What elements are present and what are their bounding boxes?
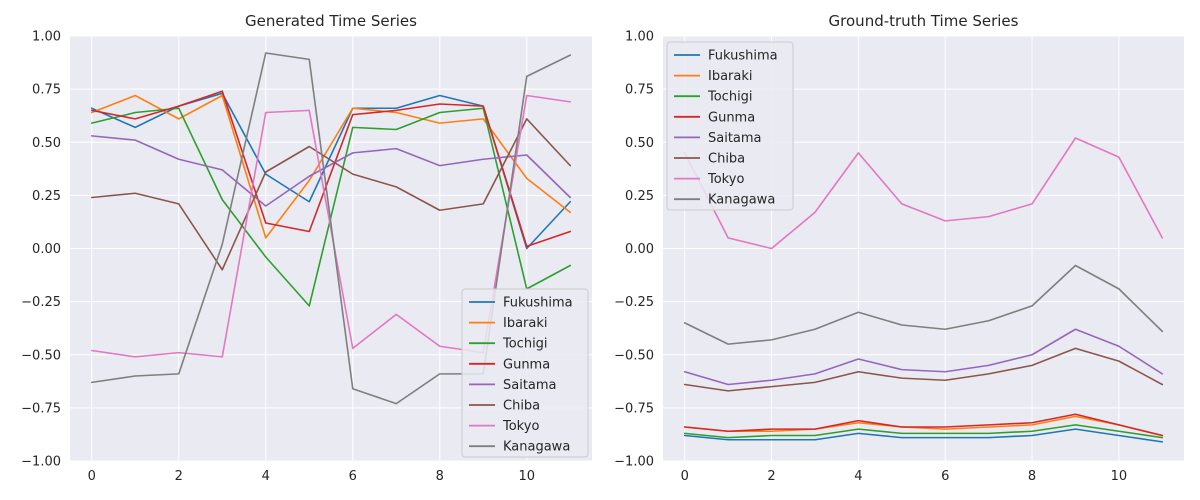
legend-entry-saitama: Saitama: [708, 131, 762, 146]
y-tick-label: 1.00: [32, 30, 61, 45]
x-tick-label: 8: [436, 469, 444, 484]
y-tick-label: 0.00: [32, 242, 61, 257]
series-line-chiba: [683, 347, 1164, 392]
x-tick-label: 8: [1028, 469, 1036, 484]
x-tick-label: 4: [854, 469, 862, 484]
x-tick-label: 6: [941, 469, 949, 484]
series-line-chiba: [90, 118, 572, 271]
legend-entry-chiba: Chiba: [708, 152, 745, 167]
legend-entry-tokyo: Tokyo: [502, 419, 539, 434]
series-line-tochigi: [683, 424, 1164, 439]
legend-entry-ibaraki: Ibaraki: [708, 69, 753, 84]
legend-entry-tochigi: Tochigi: [502, 337, 548, 352]
series-line-saitama: [683, 328, 1164, 386]
y-tick-label: −0.50: [21, 348, 61, 363]
legend-entry-gunma: Gunma: [503, 357, 550, 372]
y-tick-label: −0.50: [614, 348, 654, 363]
legend-entry-kanagawa: Kanagawa: [503, 440, 570, 455]
y-tick-label: −0.25: [21, 295, 61, 310]
x-tick-label: 0: [88, 469, 96, 484]
legend-entry-fukushima: Fukushima: [503, 296, 573, 311]
chart-title: Generated Time Series: [245, 12, 417, 30]
series-line-gunma: [90, 90, 572, 248]
y-tick-label: −0.25: [614, 295, 654, 310]
x-tick-label: 10: [1111, 469, 1128, 484]
series-line-ibaraki: [683, 415, 1164, 437]
series-line-tokyo: [683, 137, 1164, 250]
x-tick-label: 6: [349, 469, 357, 484]
y-tick-label: −1.00: [21, 455, 61, 470]
x-tick-label: 10: [518, 469, 535, 484]
generated-chart: −1.00 −0.75 −0.50 −0.25 0.00 0.25 0.50 0.75 1.00…: [21, 12, 592, 484]
series-line-saitama: [90, 135, 572, 207]
chart-title: Ground-truth Time Series: [829, 12, 1019, 30]
legend-entry-tokyo: Tokyo: [707, 172, 744, 187]
legend-box: [461, 288, 589, 458]
legend-entry-kanagawa: Kanagawa: [708, 193, 775, 208]
y-tick-label: 0.75: [32, 83, 61, 98]
legend-entry-gunma: Gunma: [708, 110, 755, 125]
series-line-gunma: [683, 413, 1164, 437]
y-tick-label: 1.00: [625, 30, 654, 45]
legend-box: [666, 41, 794, 211]
x-tick-label: 4: [262, 469, 270, 484]
legend: Fukushima Ibaraki Tochigi Gunma Saitama Chiba…: [461, 288, 589, 458]
y-tick-label: −0.75: [614, 401, 654, 416]
x-tick-label: 2: [767, 469, 775, 484]
legend-entry-ibaraki: Ibaraki: [503, 316, 548, 331]
y-tick-label: −0.75: [21, 401, 61, 416]
y-tick-label: −1.00: [614, 455, 654, 470]
series-line-fukushima: [683, 428, 1164, 443]
series-line-kanagawa: [683, 264, 1164, 345]
y-tick-label: 0.00: [625, 242, 654, 257]
y-tick-label: 0.50: [625, 136, 654, 151]
x-tick-label: 0: [681, 469, 689, 484]
y-tick-label: 0.25: [32, 189, 61, 204]
legend: Fukushima Ibaraki Tochigi Gunma Saitama Chiba…: [666, 41, 794, 211]
y-tick-label: 0.50: [32, 136, 61, 151]
ground-truth-chart: −1.00 −0.75 −0.50 −0.25 0.00 0.25 0.50 0.75 1.00…: [614, 12, 1184, 484]
x-tick-label: 2: [175, 469, 183, 484]
legend-entry-tochigi: Tochigi: [707, 90, 753, 105]
y-tick-label: 0.25: [625, 189, 654, 204]
legend-entry-saitama: Saitama: [503, 378, 557, 393]
legend-entry-chiba: Chiba: [503, 399, 540, 414]
legend-entry-fukushima: Fukushima: [708, 49, 778, 64]
y-tick-label: 0.75: [625, 83, 654, 98]
